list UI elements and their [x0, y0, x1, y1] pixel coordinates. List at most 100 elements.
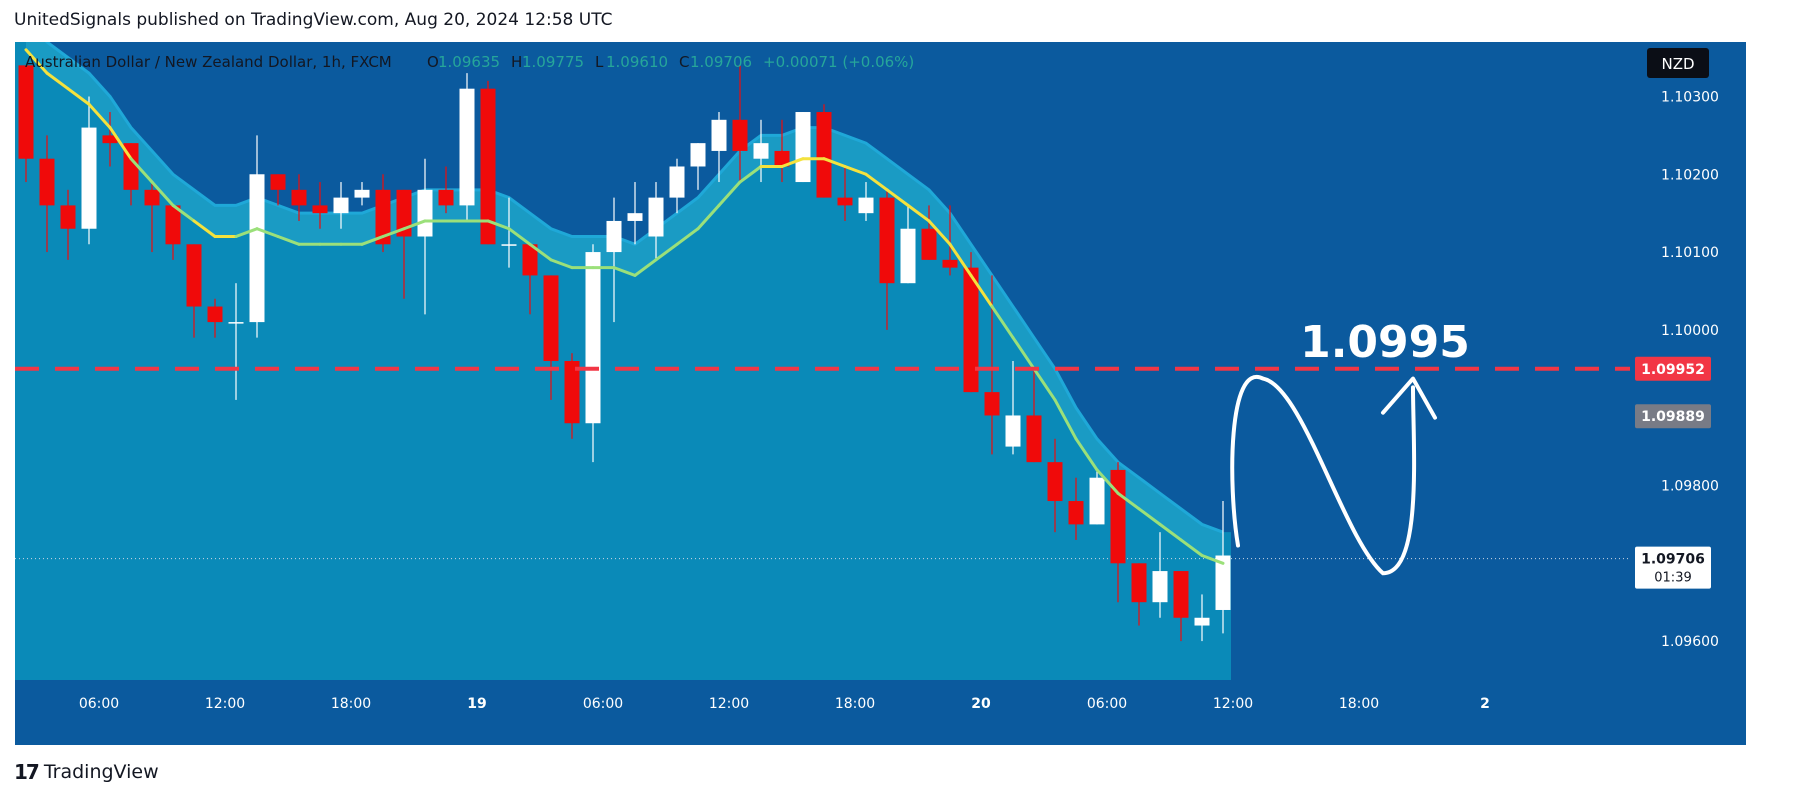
ma-segment — [822, 157, 847, 168]
ma-segment — [402, 219, 427, 231]
secondary-badge-label: 1.09889 — [1641, 409, 1705, 425]
candle — [501, 197, 517, 268]
ma-segment — [360, 235, 385, 246]
time-axis[interactable]: 06:00 12:00 18:00 19 06:00 12:00 18:00 20 06:00 1… — [15, 680, 1746, 745]
tradingview-logo[interactable]: 17 TradingView — [14, 760, 159, 784]
candle-body — [795, 112, 811, 183]
candle-body — [732, 119, 748, 151]
candlestick-chart[interactable]: 1.0995 Australian Dollar / New Zealand D… — [15, 42, 1746, 745]
candle — [102, 112, 118, 167]
candle — [144, 182, 160, 253]
candle — [81, 96, 97, 245]
candle-body — [984, 392, 1000, 416]
candle — [417, 158, 433, 315]
candle — [606, 197, 622, 323]
level-badge-label: 1.09952 — [1641, 362, 1705, 378]
price-tick-label: 1.10000 — [1661, 323, 1719, 339]
candle — [648, 182, 664, 260]
candle-body — [186, 244, 202, 307]
indicator-band — [15, 42, 1231, 680]
chart-area[interactable]: 1.0995 Australian Dollar / New Zealand D… — [15, 42, 1746, 745]
candle-body — [459, 88, 475, 206]
candle-body — [102, 135, 118, 144]
candle — [249, 135, 265, 338]
candle-body — [522, 244, 538, 276]
candle-body — [669, 166, 685, 198]
candle — [711, 112, 727, 183]
candle — [39, 135, 55, 253]
secondary-badge-bg — [1635, 404, 1711, 429]
candle — [333, 182, 349, 229]
candle — [354, 182, 370, 206]
candle — [795, 112, 811, 183]
ma-segment — [990, 305, 1015, 340]
candle — [753, 119, 769, 183]
candle-body — [417, 189, 433, 237]
price-axis[interactable]: 1.10300 1.10200 1.10100 1.10000 1.09800 1.096… — [1630, 42, 1746, 720]
ma-segment — [255, 227, 280, 239]
candle — [942, 205, 958, 276]
time-axis-bg — [15, 680, 1746, 745]
candle — [312, 182, 328, 229]
ma-segment — [1053, 398, 1078, 441]
candle — [228, 283, 244, 400]
candle-body — [81, 127, 97, 229]
candle — [1110, 462, 1126, 603]
candle-body — [627, 213, 643, 221]
ma-segment — [1074, 437, 1099, 472]
candle — [690, 143, 706, 190]
candle-body — [774, 150, 790, 167]
moving-average-group — [24, 48, 1225, 565]
time-tick-label: 12:00 — [709, 696, 749, 712]
ma-segment — [1158, 522, 1183, 542]
candle — [921, 205, 937, 260]
time-tick-label: 2 — [1480, 696, 1490, 712]
candle-body — [1005, 415, 1021, 447]
candle-body — [1026, 415, 1042, 463]
candle — [375, 174, 391, 253]
candle-body — [585, 252, 601, 424]
candle-body — [648, 197, 664, 237]
candle — [480, 80, 496, 245]
candle-body — [1089, 477, 1105, 525]
candle — [837, 166, 853, 221]
ma-segment — [1095, 468, 1120, 495]
ohlc-legend-item: 1.09610 — [606, 53, 668, 71]
ma-segment — [66, 87, 91, 106]
candle — [1152, 532, 1168, 618]
time-tick-label: 12:00 — [1213, 696, 1253, 712]
candle-body — [207, 306, 223, 323]
ma-segment — [948, 242, 973, 277]
level-group: 1.0995 — [15, 317, 1630, 371]
ma-segment — [129, 157, 154, 184]
level-label: 1.0995 — [1300, 317, 1470, 368]
candle-body — [1110, 469, 1126, 564]
candle-body — [858, 197, 874, 214]
candle — [1173, 571, 1189, 642]
ma-segment — [927, 219, 952, 246]
candle-body — [396, 189, 412, 237]
candle-body — [963, 267, 979, 393]
currency-badge[interactable]: NZD — [1647, 48, 1709, 78]
candle-body — [564, 361, 580, 424]
candle-body — [753, 143, 769, 159]
ma-segment — [381, 227, 406, 239]
candle-body — [18, 65, 34, 159]
ma-segment — [45, 71, 70, 91]
candle-body — [837, 197, 853, 206]
time-tick-label: 20 — [971, 696, 991, 712]
ma-segment — [486, 219, 511, 231]
ma-segment — [864, 172, 889, 192]
ma-segment — [1179, 538, 1204, 558]
ma-segment — [696, 203, 721, 231]
ma-segment — [717, 180, 742, 207]
last-price-badge-bg — [1635, 546, 1711, 589]
last-price-badge-label: 1.09706 — [1641, 552, 1705, 568]
time-tick-label: 06:00 — [1087, 696, 1127, 712]
candle — [165, 205, 181, 260]
candle-body — [354, 189, 370, 198]
candle-body — [501, 244, 517, 246]
candle-body — [249, 174, 265, 323]
ma-segment — [654, 242, 679, 262]
candle — [1194, 594, 1210, 642]
